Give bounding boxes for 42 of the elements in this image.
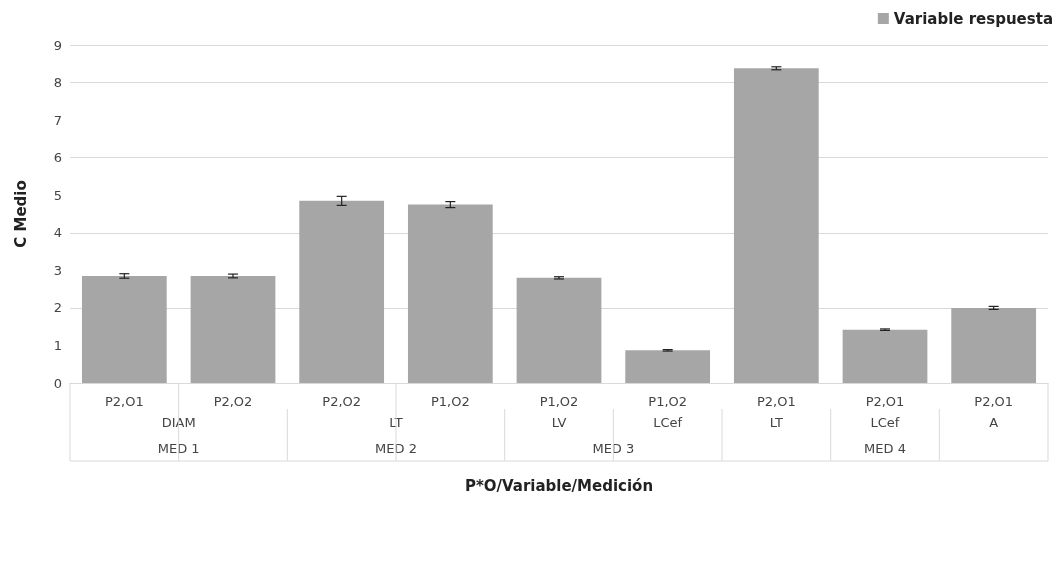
x-tick-label: P2,O2 bbox=[322, 394, 362, 409]
y-tick-label: 8 bbox=[53, 75, 62, 91]
bar bbox=[516, 277, 602, 383]
text: LV bbox=[551, 414, 567, 430]
x-tick-label: P1,O2 bbox=[539, 394, 579, 409]
y-tick-label: 6 bbox=[53, 150, 62, 166]
text: LCef bbox=[870, 414, 900, 430]
bar bbox=[407, 204, 493, 383]
bar bbox=[951, 307, 1037, 383]
y-axis-title: C Medio bbox=[11, 180, 30, 248]
y-tick-label: 5 bbox=[53, 187, 62, 203]
x-tick-label: P1,O2 bbox=[648, 394, 688, 409]
x-tick-label: P2,O2 bbox=[213, 394, 253, 409]
x-axis-title: P*O/Variable/Medición bbox=[464, 476, 654, 495]
bar bbox=[299, 200, 385, 383]
legend-label: Variable respuesta bbox=[893, 9, 1053, 28]
y-tick-label: 2 bbox=[53, 300, 62, 316]
bar bbox=[81, 275, 167, 383]
bar bbox=[625, 350, 711, 383]
text: MED 4 bbox=[864, 440, 906, 456]
y-tick-label: 1 bbox=[53, 337, 62, 353]
text: MED 3 bbox=[592, 440, 635, 456]
bar bbox=[190, 275, 276, 383]
y-tick-label: 4 bbox=[53, 225, 62, 241]
text: LT bbox=[389, 414, 403, 430]
text: A bbox=[989, 414, 999, 430]
y-tick-label: 0 bbox=[53, 375, 62, 391]
text: DIAM bbox=[161, 414, 196, 430]
x-tick-label: P1,O2 bbox=[430, 394, 470, 409]
bar bbox=[842, 329, 928, 383]
y-tick-label: 3 bbox=[53, 262, 62, 278]
text: MED 2 bbox=[375, 440, 417, 456]
y-tick-label: 7 bbox=[53, 112, 62, 128]
y-tick-label: 9 bbox=[53, 37, 62, 53]
bar bbox=[733, 68, 819, 383]
x-tick-label: P2,O1 bbox=[756, 394, 796, 409]
text: LCef bbox=[653, 414, 683, 430]
text: LT bbox=[769, 414, 784, 430]
x-tick-label: P2,O1 bbox=[104, 394, 144, 409]
x-tick-label: P2,O1 bbox=[974, 394, 1014, 409]
text: MED 1 bbox=[157, 440, 200, 456]
x-tick-label: P2,O1 bbox=[865, 394, 905, 409]
